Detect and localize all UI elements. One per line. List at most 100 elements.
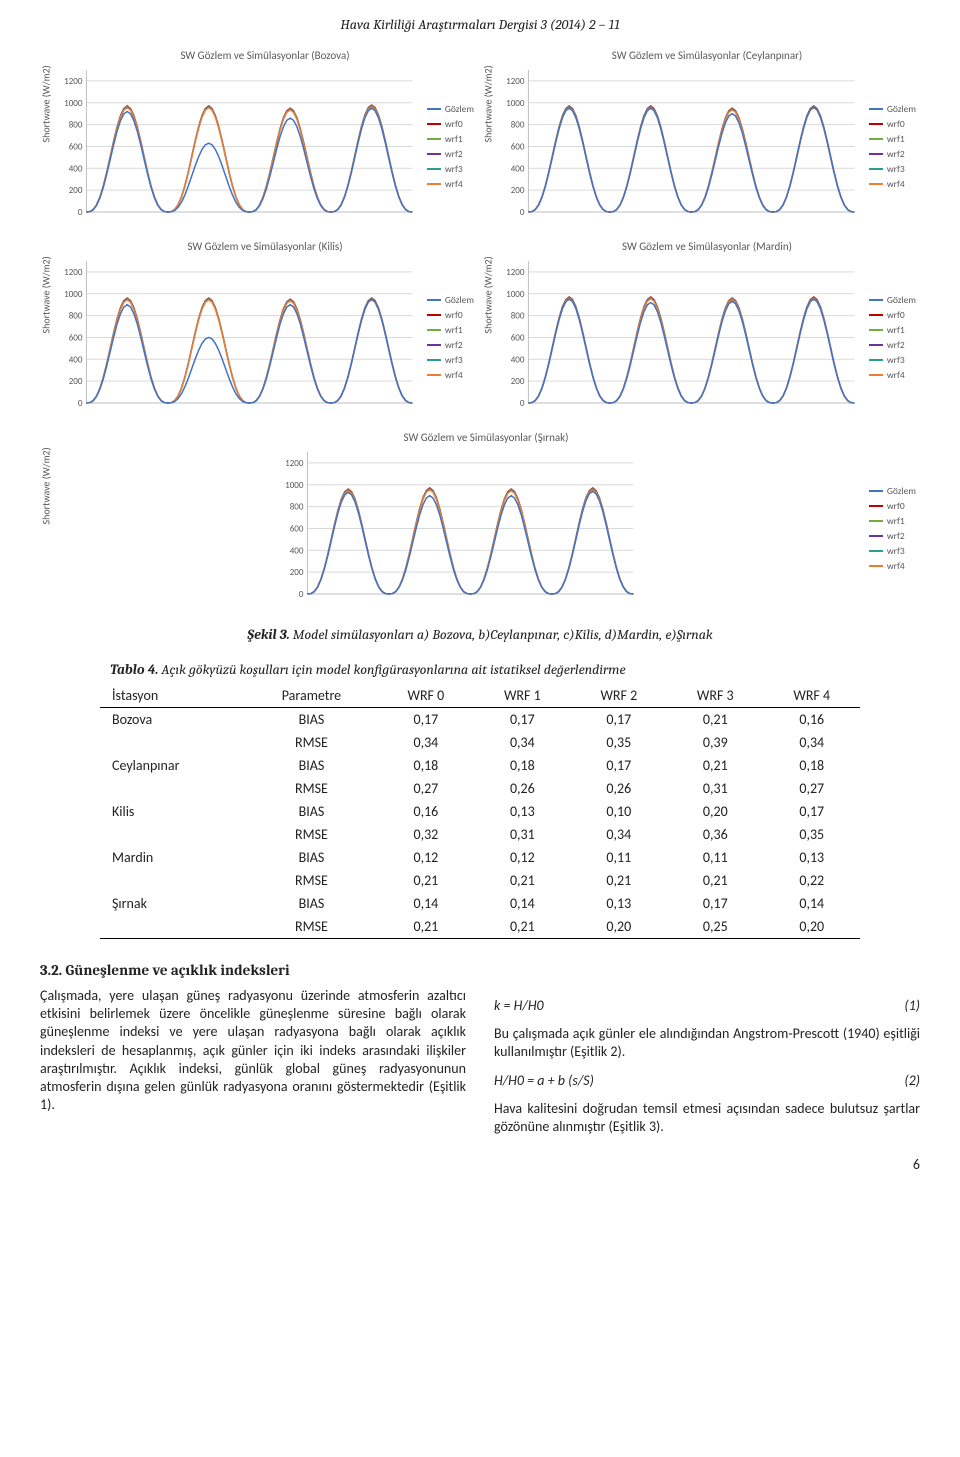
svg-text:1200: 1200 <box>506 267 525 278</box>
svg-text:0: 0 <box>520 207 525 218</box>
table-cell: 0,21 <box>378 915 474 939</box>
svg-text:400: 400 <box>511 354 525 365</box>
svg-text:0: 0 <box>299 589 304 600</box>
table-cell: BIAS <box>245 892 377 915</box>
legend-item: wrf3 <box>427 163 474 175</box>
table-cell: 0,13 <box>571 892 667 915</box>
table-cell: 0,20 <box>667 800 763 823</box>
equation-2: H/H0 = a + b (s/S) (2) <box>494 1072 920 1090</box>
chart-legend: Gözlemwrf0wrf1wrf2wrf3wrf4 <box>863 66 920 226</box>
svg-text:0: 0 <box>520 398 525 409</box>
legend-item: wrf0 <box>427 309 474 321</box>
table-cell: 0,35 <box>764 823 860 846</box>
table-cell: 0,14 <box>474 892 570 915</box>
chart-legend: Gözlemwrf0wrf1wrf2wrf3wrf4 <box>421 66 478 226</box>
table-cell: 0,21 <box>474 915 570 939</box>
chart-ylabel: Shortwave (W/m2) <box>482 322 495 334</box>
legend-item: wrf1 <box>427 133 474 145</box>
legend-item: wrf2 <box>869 148 916 160</box>
svg-text:200: 200 <box>511 185 525 196</box>
table-cell: 0,31 <box>474 823 570 846</box>
svg-text:600: 600 <box>511 332 525 343</box>
legend-item: wrf4 <box>869 560 916 572</box>
legend-item: Gözlem <box>869 103 916 115</box>
body-columns: Çalışmada, yere ulaşan güneş radyasyonu … <box>40 987 920 1136</box>
table-cell <box>100 869 245 892</box>
svg-text:200: 200 <box>290 567 304 578</box>
svg-text:600: 600 <box>69 332 83 343</box>
table-row: BozovaBIAS0,170,170,170,210,16 <box>100 708 860 732</box>
svg-text:600: 600 <box>290 523 304 534</box>
table-cell: 0,17 <box>571 708 667 732</box>
legend-item: wrf3 <box>427 354 474 366</box>
table-cell: 0,39 <box>667 731 763 754</box>
svg-text:400: 400 <box>69 163 83 174</box>
table-cell: Ceylanpınar <box>100 754 245 777</box>
table-cell: 0,25 <box>667 915 763 939</box>
table-cell: 0,16 <box>378 800 474 823</box>
table-cell: 0,22 <box>764 869 860 892</box>
table-cell <box>100 777 245 800</box>
table-cell: 0,18 <box>764 754 860 777</box>
table-row: MardinBIAS0,120,120,110,110,13 <box>100 846 860 869</box>
eq1-num: (1) <box>904 997 920 1015</box>
legend-item: wrf4 <box>427 178 474 190</box>
legend-item: wrf2 <box>869 530 916 542</box>
svg-text:1200: 1200 <box>64 76 83 87</box>
svg-text:0: 0 <box>78 207 83 218</box>
table-cell: BIAS <box>245 754 377 777</box>
legend-item: wrf1 <box>869 324 916 336</box>
table-cell: 0,31 <box>667 777 763 800</box>
chart-plot: 020040060080010001200 <box>52 448 863 608</box>
table-cell: 0,20 <box>764 915 860 939</box>
svg-text:1200: 1200 <box>506 76 525 87</box>
chart-plot: 020040060080010001200 <box>494 66 863 226</box>
chart-ylabel: Shortwave (W/m2) <box>40 513 53 525</box>
table-cell: BIAS <box>245 800 377 823</box>
table-cell: 0,34 <box>474 731 570 754</box>
table-cell: 0,14 <box>764 892 860 915</box>
table-cell: BIAS <box>245 846 377 869</box>
svg-text:1200: 1200 <box>285 458 304 469</box>
table-cell: RMSE <box>245 915 377 939</box>
table-cell: 0,13 <box>764 846 860 869</box>
table-cell: 0,11 <box>667 846 763 869</box>
table-cell: 0,18 <box>474 754 570 777</box>
table-header: WRF 1 <box>474 684 570 708</box>
chart-title: SW Gözlem ve Simülasyonlar (Mardin) <box>494 240 920 253</box>
chart-title: SW Gözlem ve Simülasyonlar (Kilis) <box>52 240 478 253</box>
table-cell: Bozova <box>100 708 245 732</box>
legend-item: wrf1 <box>869 133 916 145</box>
legend-item: wrf2 <box>427 339 474 351</box>
table-cell: 0,17 <box>474 708 570 732</box>
table-row: ŞırnakBIAS0,140,140,130,170,14 <box>100 892 860 915</box>
figure-caption: Şekil 3. Model simülasyonları a) Bozova,… <box>40 626 920 643</box>
legend-item: wrf3 <box>869 163 916 175</box>
table-cell: 0,17 <box>667 892 763 915</box>
table-cell: 0,17 <box>764 800 860 823</box>
eq2-num: (2) <box>904 1072 920 1090</box>
chart-grid: Shortwave (W/m2) SW Gözlem ve Simülasyon… <box>40 43 920 612</box>
table-cell: 0,36 <box>667 823 763 846</box>
table-caption-text: Açık gökyüzü koşulları için model konfig… <box>158 661 625 678</box>
chart-kilis: Shortwave (W/m2) SW Gözlem ve Simülasyon… <box>40 234 478 421</box>
chart-plot: 020040060080010001200 <box>52 66 421 226</box>
legend-item: wrf3 <box>869 545 916 557</box>
chart-plot: 020040060080010001200 <box>52 257 421 417</box>
body-right-para-1: Bu çalışmada açık günler ele alındığında… <box>494 1025 920 1061</box>
table-cell: 0,12 <box>378 846 474 869</box>
svg-text:400: 400 <box>290 545 304 556</box>
table-cell <box>100 915 245 939</box>
table-cell: Şırnak <box>100 892 245 915</box>
figure-caption-label: Şekil 3. <box>247 626 289 643</box>
svg-text:1200: 1200 <box>64 267 83 278</box>
table-cell: RMSE <box>245 869 377 892</box>
table-caption-label: Tablo 4. <box>110 661 158 678</box>
legend-item: Gözlem <box>869 485 916 497</box>
svg-text:800: 800 <box>511 311 525 322</box>
svg-text:800: 800 <box>511 120 525 131</box>
svg-text:200: 200 <box>69 185 83 196</box>
chart-legend: Gözlemwrf0wrf1wrf2wrf3wrf4 <box>863 257 920 417</box>
svg-text:800: 800 <box>69 311 83 322</box>
table-cell: 0,26 <box>474 777 570 800</box>
